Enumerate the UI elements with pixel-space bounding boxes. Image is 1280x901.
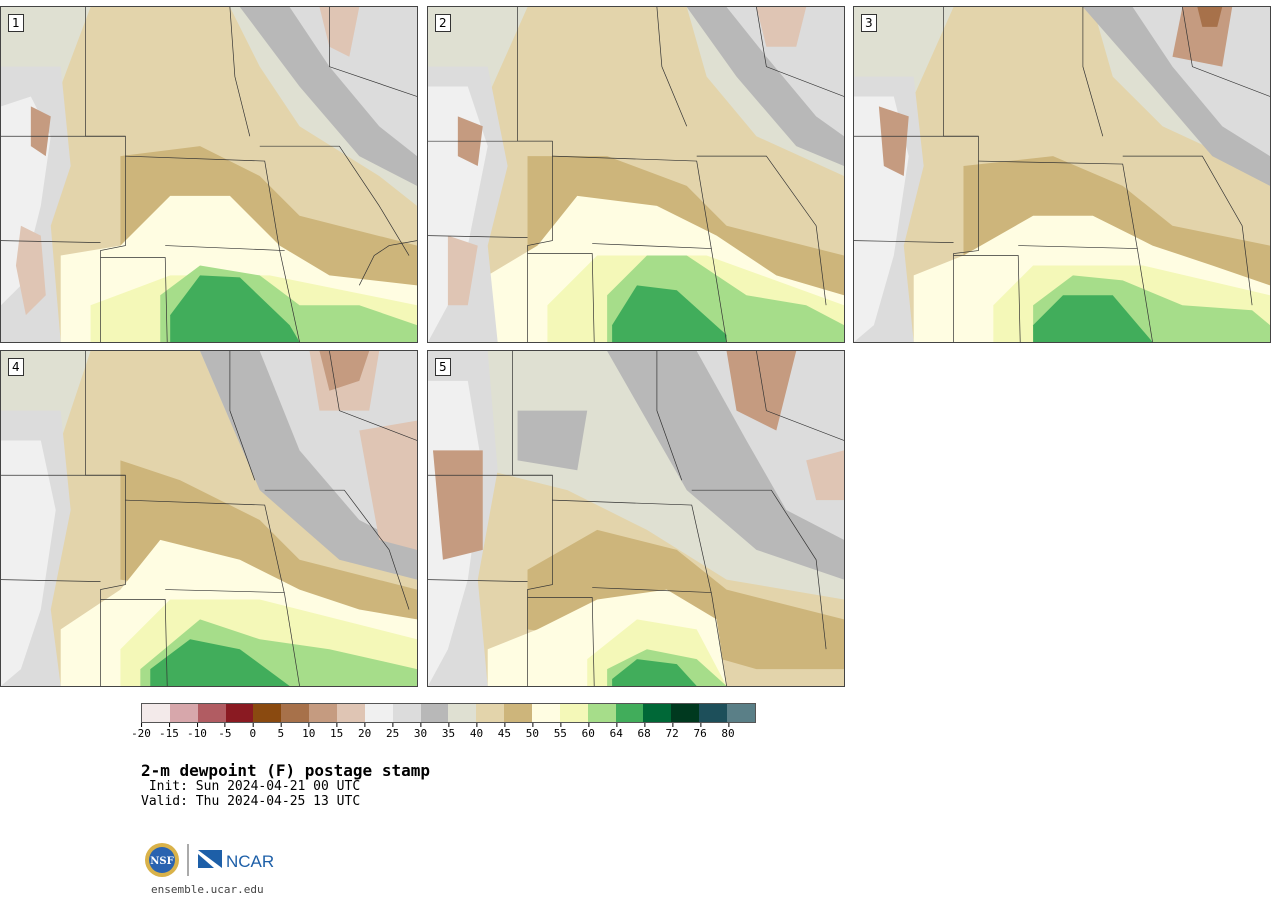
valid-time: Valid: Thu 2024-04-25 13 UTC (141, 794, 361, 809)
colorbar (141, 703, 756, 723)
colorbar-tick-label: 25 (385, 723, 400, 740)
colorbar-tick-label: 15 (330, 723, 344, 740)
colorbar-swatch (727, 704, 755, 722)
colorbar-swatch (392, 704, 421, 722)
map-panel-4: 4 (0, 350, 418, 687)
colorbar-tick-label: -15 (159, 723, 179, 740)
colorbar-tick-label: -10 (186, 723, 207, 740)
init-time: Init: Sun 2024-04-21 00 UTC (141, 779, 361, 794)
colorbar-swatch (253, 704, 282, 722)
colorbar-swatch (420, 704, 449, 722)
panel-label: 2 (435, 14, 451, 32)
colorbar-swatch (671, 704, 700, 722)
nsf-text: NSF (150, 856, 173, 867)
colorbar-swatch (532, 704, 560, 722)
panel-label: 4 (8, 358, 24, 376)
map-panel-3: 3 (853, 6, 1271, 343)
map-panel-2-field (428, 7, 844, 342)
map-panel-1: 1 (0, 6, 418, 343)
colorbar-tick-label: 72 (665, 723, 679, 740)
colorbar-tick-label: 76 (693, 723, 707, 740)
map-panel-5-field (428, 351, 844, 686)
colorbar-ticks: -20 -15 -10 -5 0 5 10 15 20 25 30 35 40 45 50 55 60 64 68 7… (131, 723, 756, 743)
colorbar-tick-label: 30 (413, 723, 428, 740)
map-panel-2: 2 (427, 6, 845, 343)
map-panel-3-field (854, 7, 1270, 342)
colorbar-tick-label: -5 (218, 723, 232, 740)
colorbar-tick-label: 0 (249, 723, 257, 740)
colorbar-swatch (142, 704, 170, 722)
colorbar-swatch (281, 704, 310, 722)
panel-label: 3 (861, 14, 877, 32)
colorbar-tick-label: 35 (441, 723, 456, 740)
colorbar-tick-label: 20 (358, 723, 372, 740)
colorbar-swatch (504, 704, 533, 722)
colorbar-swatch (309, 704, 338, 722)
colorbar-swatch (643, 704, 672, 722)
colorbar-tick-label: -20 (131, 723, 151, 740)
colorbar-tick-label: 68 (637, 723, 651, 740)
website-url: ensemble.ucar.edu (151, 883, 264, 896)
colorbar-tick-label: 80 (721, 723, 735, 740)
colorbar-swatch (448, 704, 477, 722)
colorbar-swatch (197, 704, 226, 722)
map-panel-4-field (1, 351, 417, 686)
colorbar-swatch (337, 704, 365, 722)
ncar-text: NCAR (226, 852, 274, 871)
colorbar-tick-label: 55 (553, 723, 567, 740)
colorbar-swatch (169, 704, 198, 722)
colorbar-tick-label: 5 (277, 723, 285, 740)
colorbar-swatch (476, 704, 505, 722)
ncar-mark-icon (198, 850, 222, 868)
colorbar-swatch (587, 704, 616, 722)
colorbar-swatch (225, 704, 254, 722)
colorbar-tick-label: 10 (302, 723, 316, 740)
chart-title: 2-m dewpoint (F) postage stamp (141, 761, 430, 780)
panel-label: 1 (8, 14, 24, 32)
colorbar-swatch (699, 704, 728, 722)
colorbar-swatch (615, 704, 644, 722)
colorbar-swatch (559, 704, 588, 722)
map-panel-1-field (1, 7, 417, 342)
colorbar-tick-label: 64 (609, 723, 623, 740)
colorbar-tick-label: 45 (497, 723, 512, 740)
map-panel-5: 5 (427, 350, 845, 687)
panel-label: 5 (435, 358, 451, 376)
colorbar-tick-label: 50 (525, 723, 539, 740)
colorbar-tick-label: 60 (581, 723, 595, 740)
colorbar-swatch (364, 704, 393, 722)
nsf-ncar-logo: NSF NCAR (144, 842, 274, 882)
colorbar-tick-label: 40 (469, 723, 484, 740)
